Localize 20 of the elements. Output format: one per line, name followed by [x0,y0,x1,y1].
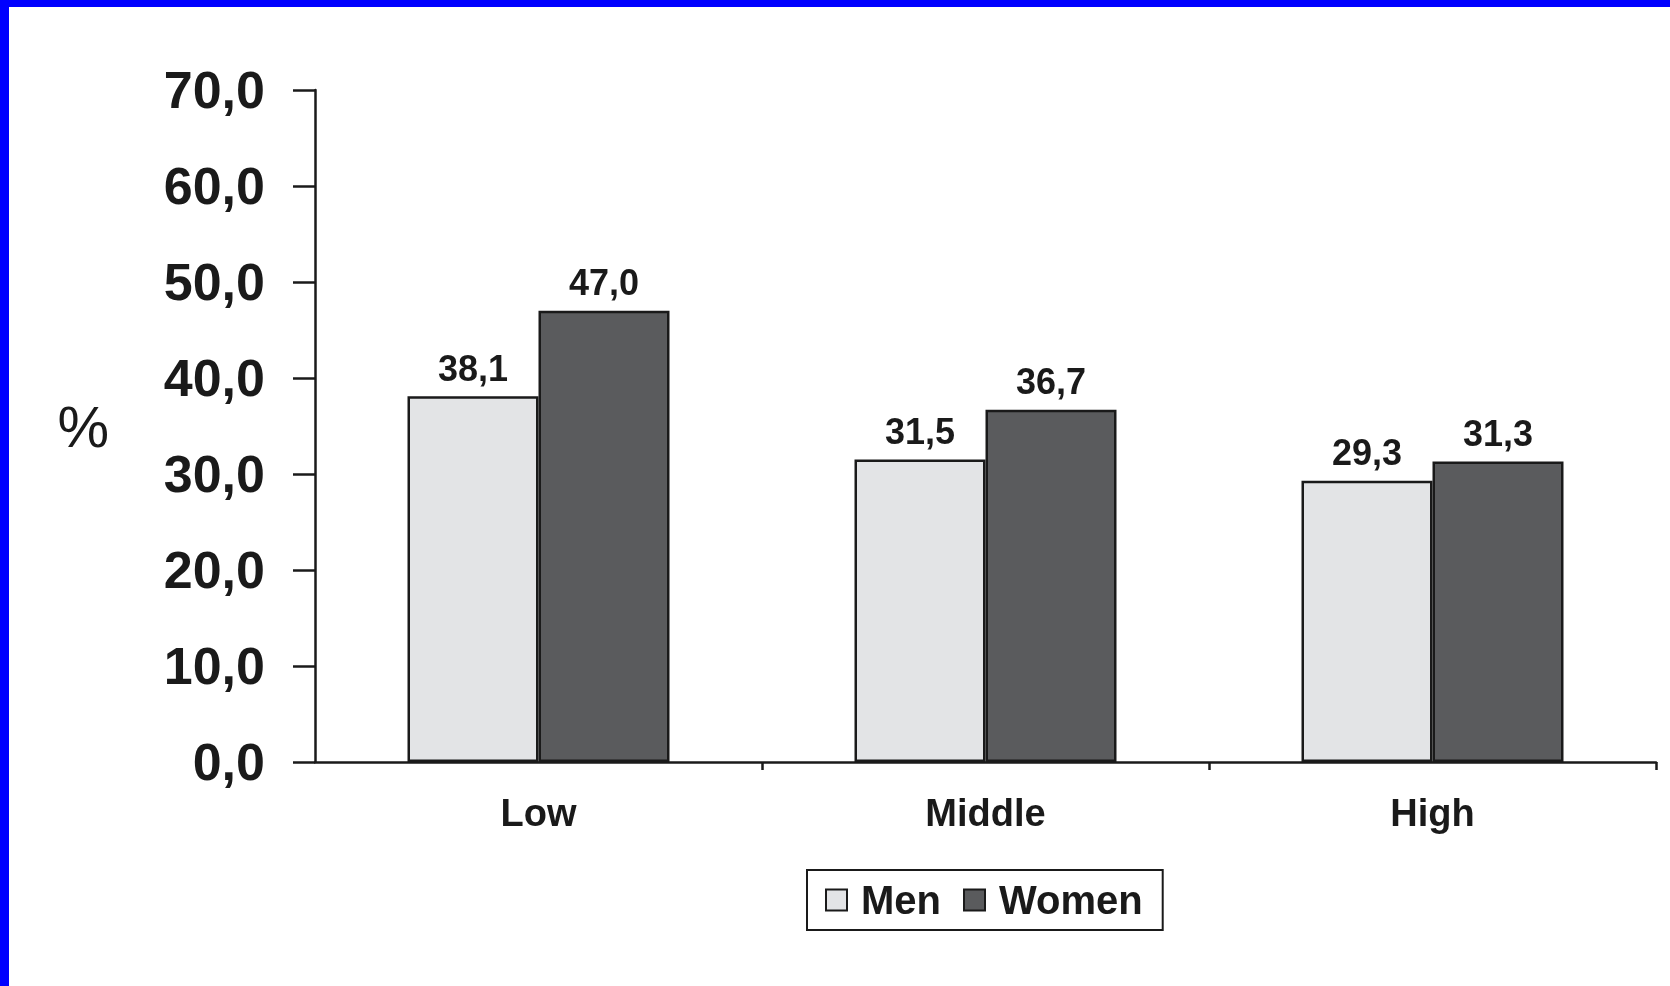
data-label: 31,3 [1462,413,1534,455]
data-label: 29,3 [1331,432,1403,474]
legend-label: Women [999,878,1143,922]
y-tick-label: 60,0 [163,157,265,215]
y-tick-label: 50,0 [163,253,265,311]
x-tick-label: Low [500,792,577,834]
y-tick-label: 20,0 [163,541,265,599]
data-label: 36,7 [1015,361,1087,403]
data-label: 47,0 [568,262,640,304]
y-axis-title: % [57,393,109,459]
y-tick-label: 0,0 [192,733,265,791]
y-tick-label: 40,0 [163,349,265,407]
legend-label: Men [861,878,941,922]
y-tick-label: 30,0 [163,445,265,503]
y-tick-label: 10,0 [163,637,265,695]
x-tick-label: Middle [925,792,1046,834]
y-tick-label: 70,0 [163,61,265,119]
x-tick-label: High [1390,792,1475,834]
data-label: 31,5 [884,411,956,453]
data-label: 38,1 [437,347,509,389]
